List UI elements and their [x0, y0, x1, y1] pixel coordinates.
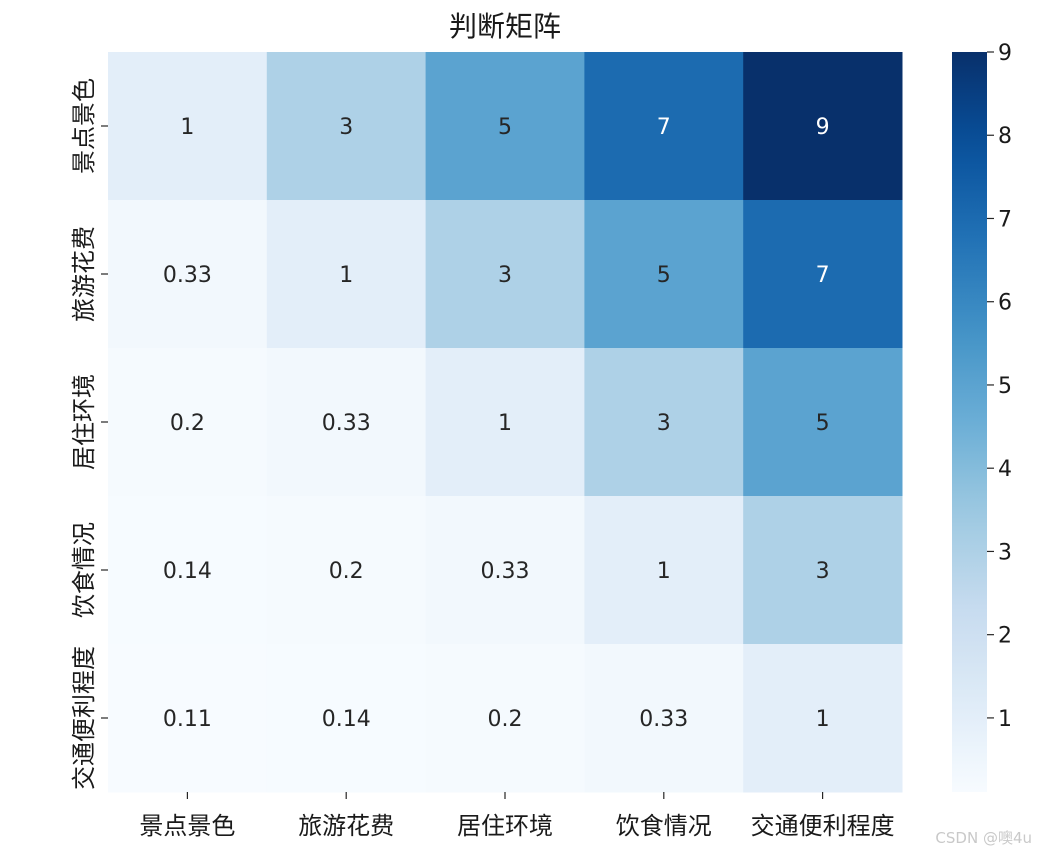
cell-label: 7: [816, 263, 830, 288]
colorbar-gradient: [952, 52, 987, 792]
colorbar-tick-label: 6: [998, 291, 1012, 316]
x-tick-label: 居住环境: [457, 812, 553, 840]
cell-label: 1: [657, 559, 671, 584]
heatmap-cell: [584, 200, 744, 349]
heatmap-cell: [743, 52, 903, 201]
heatmap-cell: [108, 200, 268, 349]
heatmap-cell: [743, 348, 903, 497]
cell-label: 0.33: [322, 411, 371, 436]
colorbar-tick-label: 1: [998, 707, 1012, 732]
y-tick-label: 景点景色: [70, 78, 98, 174]
heatmap-cell: [266, 496, 427, 645]
cell-label: 0.14: [163, 559, 212, 584]
heatmap-cell: [108, 644, 268, 793]
heatmap-cell: [108, 348, 268, 497]
x-tick-label: 景点景色: [139, 812, 235, 840]
colorbar: 1 2 3 4 5 6 7 8 9: [952, 41, 1012, 792]
colorbar-tick-label: 8: [998, 124, 1012, 149]
heatmap-cell: [108, 496, 268, 645]
colorbar-tick-label: 3: [998, 540, 1012, 565]
x-tick-label: 旅游花费: [298, 812, 394, 840]
cell-label: 0.2: [170, 411, 205, 436]
heatmap-cell: [584, 348, 744, 497]
cell-label: 0.2: [488, 707, 523, 732]
heatmap-cell: [425, 644, 585, 793]
colorbar-tick-label: 5: [998, 374, 1012, 399]
heatmap-cell: [266, 348, 427, 497]
y-tick-label: 饮食情况: [70, 522, 98, 618]
heatmap-cell: [425, 348, 585, 497]
heatmap-cell: [743, 644, 903, 793]
cell-label: 1: [498, 411, 512, 436]
heatmap-cell: [266, 52, 427, 201]
heatmap-cell: [584, 496, 744, 645]
heatmap-cell: [584, 52, 744, 201]
x-tick-label: 交通便利程度: [751, 812, 895, 840]
heatmap-cell: [425, 52, 585, 201]
cell-label: 3: [657, 411, 671, 436]
y-tick-label: 交通便利程度: [70, 646, 98, 790]
cell-label: 7: [657, 115, 671, 140]
cell-label: 1: [816, 707, 830, 732]
heatmap-cell: [425, 496, 585, 645]
cell-label: 1: [339, 263, 353, 288]
cell-label: 5: [498, 115, 512, 140]
cell-label: 0.33: [163, 263, 212, 288]
watermark: CSDN @噢4u: [935, 829, 1032, 847]
y-tick-label: 居住环境: [70, 374, 98, 470]
x-axis: 景点景色 旅游花费 居住环境 饮食情况 交通便利程度: [139, 792, 895, 840]
cell-label: 3: [498, 263, 512, 288]
cell-label: 3: [816, 559, 830, 584]
heatmap-cell: [108, 52, 268, 201]
chart-title: 判断矩阵: [449, 10, 561, 43]
cell-label: 1: [180, 115, 194, 140]
colorbar-tick-label: 4: [998, 457, 1012, 482]
heatmap-cell: [266, 644, 427, 793]
heatmap-cell: [266, 200, 427, 349]
colorbar-tick-label: 2: [998, 624, 1012, 649]
cell-label: 9: [816, 115, 830, 140]
colorbar-tick-label: 9: [998, 41, 1012, 66]
heatmap-cell: [425, 200, 585, 349]
cell-label: 3: [339, 115, 353, 140]
cell-annotations: 1 3 5 7 9 0.33 1 3 5 7 0.2 0.33 1 3 5 0.14 0.2 0.33 1 3 0.11…: [163, 115, 830, 732]
heatmap-cell: [584, 644, 744, 793]
cell-label: 5: [657, 263, 671, 288]
cell-label: 0.33: [481, 559, 530, 584]
cell-label: 0.11: [163, 707, 212, 732]
colorbar-tick-label: 7: [998, 207, 1012, 232]
heatmap-cell: [743, 200, 903, 349]
cell-label: 0.14: [322, 707, 371, 732]
cell-label: 5: [816, 411, 830, 436]
cell-label: 0.2: [329, 559, 364, 584]
heatmap-cells: [108, 52, 903, 793]
heatmap-cell: [743, 496, 903, 645]
y-tick-label: 旅游花费: [70, 226, 98, 322]
cell-label: 0.33: [639, 707, 688, 732]
x-tick-label: 饮食情况: [616, 812, 712, 840]
